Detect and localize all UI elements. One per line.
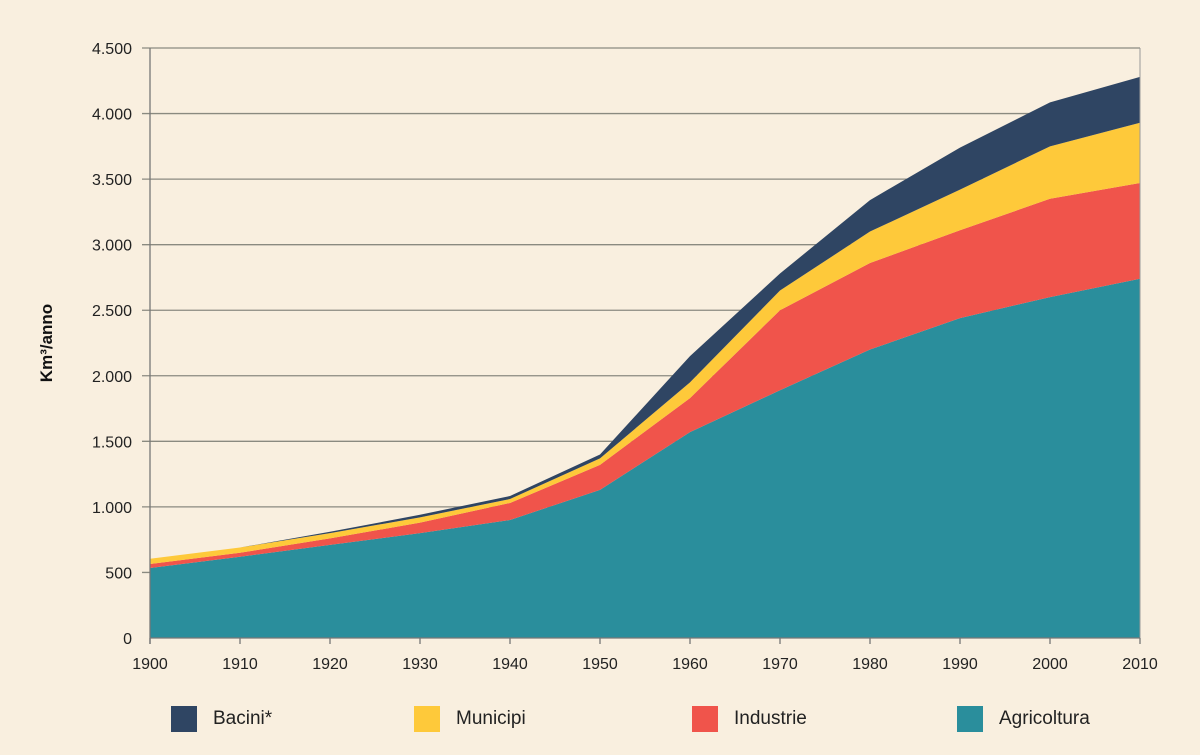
y-axis-label: Km³/anno [37, 304, 56, 382]
legend-item-municipi: Municipi [414, 706, 526, 732]
area-industrie [150, 183, 1140, 568]
x-tick-label: 1980 [852, 656, 888, 673]
x-tick-label: 1970 [762, 656, 798, 673]
y-tick-label: 4.000 [92, 107, 132, 124]
x-tick-label: 1960 [672, 656, 708, 673]
legend-item-agricoltura: Agricoltura [957, 706, 1090, 732]
area-bacini [150, 76, 1140, 559]
x-tick-label: 1940 [492, 656, 528, 673]
x-tick-label: 1910 [222, 656, 258, 673]
area-municipi [150, 122, 1140, 565]
legend-label: Municipi [456, 708, 526, 729]
x-tick-label: 1930 [402, 656, 438, 673]
legend-item-bacini: Bacini* [171, 706, 272, 732]
x-tick-label: 2010 [1122, 656, 1158, 673]
legend-swatch [692, 706, 718, 732]
y-tick-label: 2.500 [92, 303, 132, 320]
y-tick-label: 3.000 [92, 238, 132, 255]
legend-label: Bacini* [213, 708, 273, 729]
area-agricoltura [150, 278, 1140, 638]
legend-label: Industrie [734, 708, 807, 729]
y-tick-label: 1.000 [92, 500, 132, 517]
x-tick-label: 1990 [942, 656, 978, 673]
x-tick-label: 1920 [312, 656, 348, 673]
legend-swatch [171, 706, 197, 732]
y-tick-label: 2.000 [92, 369, 132, 386]
y-tick-label: 1.500 [92, 434, 132, 451]
y-tick-label: 500 [105, 565, 132, 582]
x-tick-label: 1950 [582, 656, 618, 673]
legend-item-industrie: Industrie [692, 706, 807, 732]
legend-label: Agricoltura [999, 708, 1090, 729]
legend: Bacini* Municipi Industrie Agricoltura [0, 706, 1200, 736]
legend-swatch [414, 706, 440, 732]
y-tick-label: 3.500 [92, 172, 132, 189]
x-tick-label: 2000 [1032, 656, 1068, 673]
x-tick-label: 1900 [132, 656, 168, 673]
legend-swatch [957, 706, 983, 732]
y-tick-label: 4.500 [92, 41, 132, 58]
y-tick-label: 0 [123, 631, 132, 648]
